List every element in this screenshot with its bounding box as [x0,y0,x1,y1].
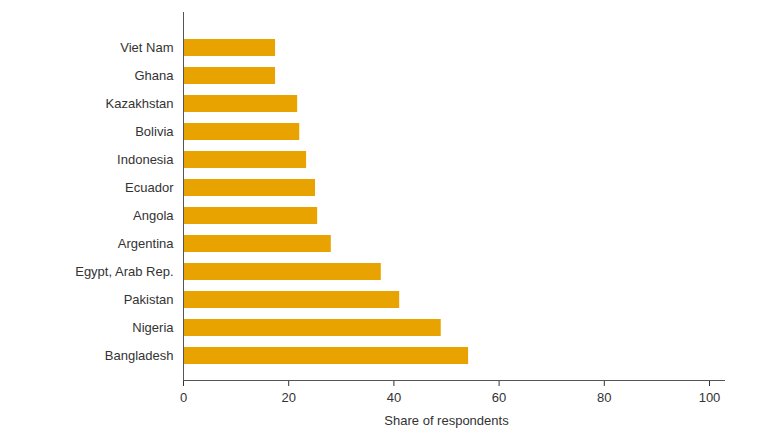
svg-text:Bolivia: Bolivia [135,124,174,139]
svg-text:Indonesia: Indonesia [117,152,174,167]
svg-text:80: 80 [597,390,611,405]
svg-text:Nigeria: Nigeria [132,320,174,335]
svg-text:100: 100 [699,390,721,405]
svg-text:Ecuador: Ecuador [125,180,174,195]
svg-text:60: 60 [492,390,506,405]
svg-text:Bangladesh: Bangladesh [105,348,174,363]
svg-text:Pakistan: Pakistan [124,292,174,307]
svg-text:Share of respondents: Share of respondents [384,413,509,428]
svg-text:0: 0 [180,390,187,405]
svg-text:Ghana: Ghana [134,68,174,83]
svg-text:Angola: Angola [133,208,174,223]
svg-text:40: 40 [387,390,401,405]
svg-text:Argentina: Argentina [118,236,174,251]
svg-text:Egypt, Arab Rep.: Egypt, Arab Rep. [75,264,173,279]
svg-text:20: 20 [281,390,295,405]
svg-text:Viet Nam: Viet Nam [120,40,173,55]
svg-text:Kazakhstan: Kazakhstan [106,96,174,111]
